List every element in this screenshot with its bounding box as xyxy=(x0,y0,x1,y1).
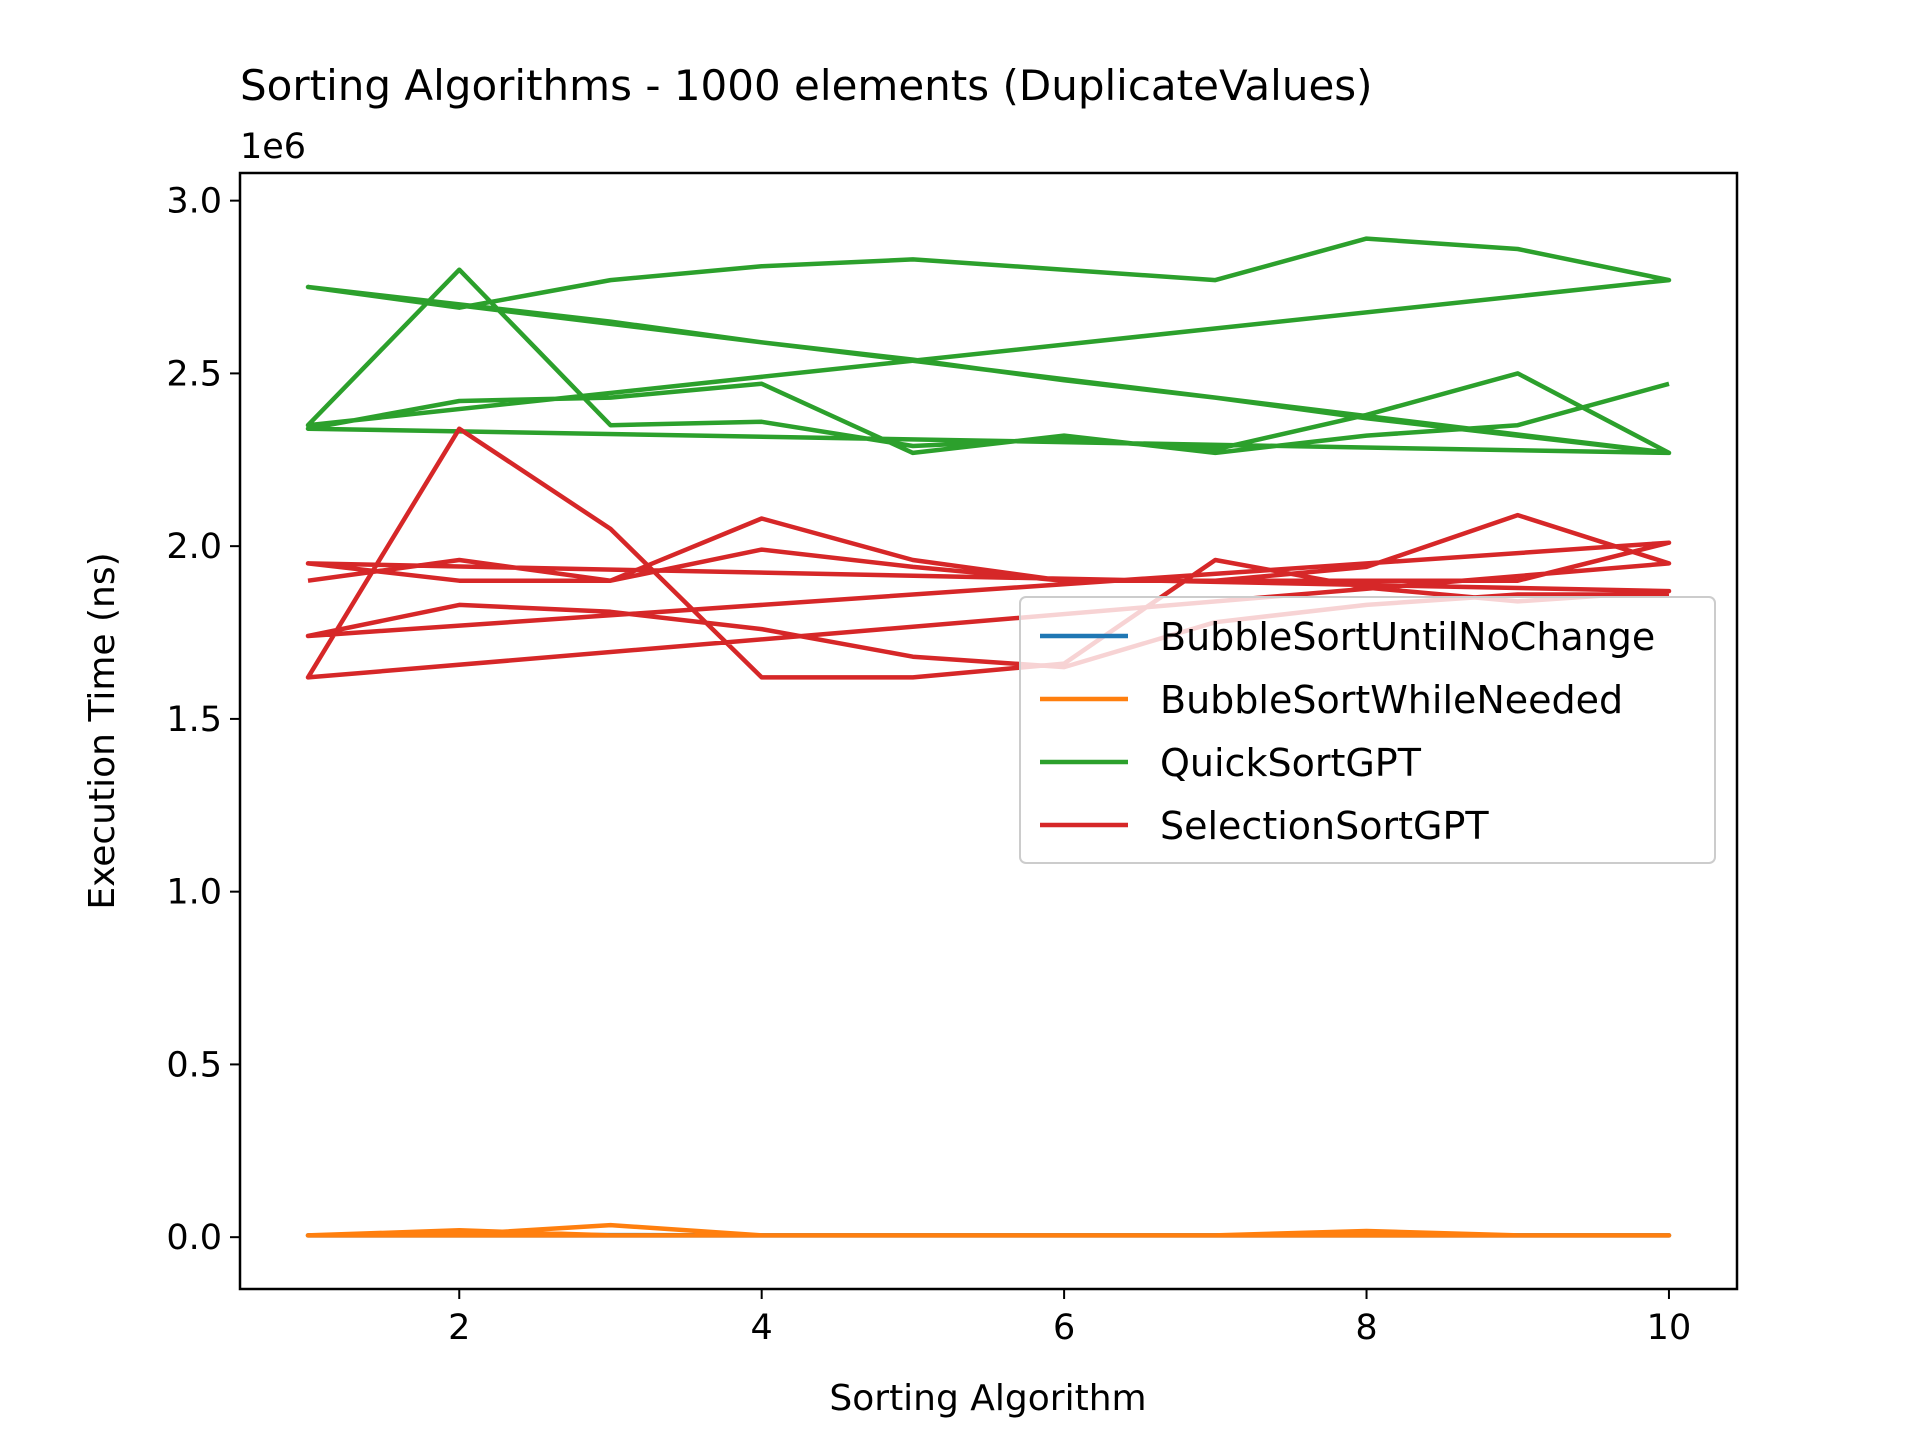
y-tick-label: 0.5 xyxy=(166,1045,222,1085)
y-tick-label: 2.0 xyxy=(166,527,222,567)
x-tick-label: 4 xyxy=(751,1308,773,1348)
x-axis-label: Sorting Algorithm xyxy=(829,1378,1146,1419)
y-tick-label: 1.5 xyxy=(166,700,222,740)
series-group xyxy=(305,236,1672,1238)
y-tick-label: 2.5 xyxy=(166,354,222,394)
chart-title: Sorting Algorithms - 1000 elements (Dupl… xyxy=(240,61,1373,110)
y-offset-label: 1e6 xyxy=(240,127,306,167)
x-tick-label: 10 xyxy=(1647,1308,1692,1348)
legend: BubbleSortUntilNoChange BubbleSortWhileNe… xyxy=(1019,596,1716,864)
legend-label: BubbleSortWhileNeeded xyxy=(1160,678,1623,722)
y-tick-label: 3.0 xyxy=(166,182,222,222)
legend-label: QuickSortGPT xyxy=(1160,741,1422,785)
x-tick-label: 8 xyxy=(1355,1308,1377,1348)
plot-frame xyxy=(238,171,1739,1291)
y-tick-label: 1.0 xyxy=(166,873,222,913)
series-line-QuickSortGPT xyxy=(305,236,1672,456)
y-axis: 0.0 0.5 1.0 1.5 2.0 2.5 3.0 xyxy=(166,182,240,1258)
x-tick-label: 6 xyxy=(1053,1308,1075,1348)
y-axis-label: Execution Time (ns) xyxy=(82,552,123,909)
x-tick-label: 2 xyxy=(448,1308,470,1348)
x-axis: 2 4 6 8 10 xyxy=(448,1289,1691,1348)
legend-box xyxy=(1019,596,1716,864)
series-line-BubbleSortWhileNeeded xyxy=(305,1222,1672,1238)
legend-label: SelectionSortGPT xyxy=(1160,804,1489,848)
legend-label: BubbleSortUntilNoChange xyxy=(1160,615,1655,659)
series-line-SelectionSortGPT xyxy=(305,426,1672,680)
y-tick-label: 0.0 xyxy=(166,1218,222,1258)
